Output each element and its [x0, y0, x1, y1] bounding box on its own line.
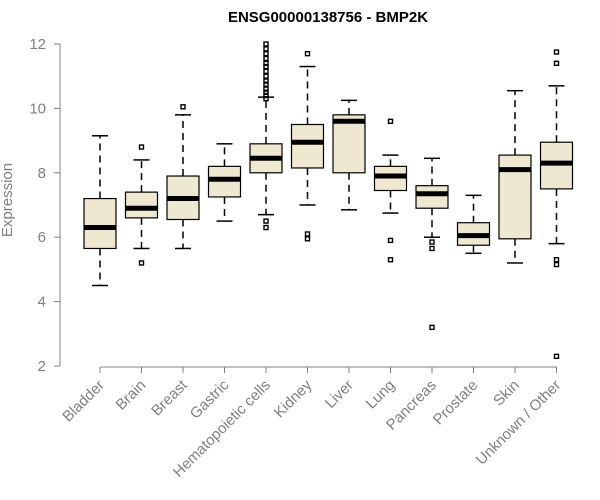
- iqr-box: [332, 114, 366, 174]
- iqr-box: [415, 185, 449, 209]
- y-axis-ticks: 2 4 6 8 10 12: [29, 36, 60, 375]
- x-tick-label: Brain: [113, 377, 150, 414]
- outlier-point: [263, 41, 269, 47]
- outlier-point: [263, 63, 269, 70]
- outlier-point: [263, 96, 269, 102]
- outlier-point: [304, 231, 311, 237]
- outlier-point: [263, 81, 269, 87]
- box-4: [207, 143, 242, 222]
- y-tick-label: 6: [38, 229, 46, 246]
- outlier-point: [138, 144, 145, 150]
- box-1: [83, 135, 117, 287]
- outlier-point: [263, 78, 269, 84]
- outlier-point: [263, 224, 269, 231]
- outlier-point: [304, 50, 311, 57]
- box-8: [373, 118, 408, 263]
- iqr-box: [290, 123, 325, 169]
- box-7: [332, 99, 366, 211]
- outlier-point: [387, 237, 394, 244]
- x-tick-label: Skin: [490, 377, 523, 410]
- outlier-point: [263, 218, 269, 224]
- y-tick-label: 8: [38, 165, 46, 182]
- outlier-point: [553, 60, 560, 67]
- box-11: [498, 89, 532, 264]
- x-tick-label: Breast: [148, 376, 191, 419]
- outlier-point: [263, 50, 269, 57]
- outlier-point: [263, 73, 269, 79]
- outlier-point: [263, 60, 269, 67]
- outlier-point: [180, 104, 186, 110]
- box-6: [290, 50, 325, 242]
- outlier-point: [304, 236, 311, 242]
- x-tick-label: Bladder: [59, 377, 108, 426]
- outlier-point: [387, 118, 394, 124]
- outlier-point: [263, 55, 269, 62]
- x-tick-label: Lung: [363, 377, 399, 413]
- iqr-box: [124, 191, 159, 219]
- outlier-point: [429, 239, 435, 245]
- x-tick-label: Kidney: [271, 376, 316, 421]
- y-axis-label: Expression: [0, 163, 16, 237]
- box-10: [456, 194, 491, 255]
- box-12: [539, 49, 574, 360]
- outlier-point: [553, 261, 560, 268]
- outlier-point: [429, 324, 435, 331]
- y-tick-label: 12: [29, 36, 46, 53]
- outlier-point: [263, 86, 269, 92]
- y-tick-label: 2: [38, 358, 46, 375]
- outlier-point: [429, 245, 435, 252]
- box-9: [415, 157, 449, 331]
- outlier-point: [553, 257, 560, 263]
- x-tick-label: Prostate: [430, 377, 482, 429]
- box-5: [249, 41, 283, 231]
- x-tick-label: Liver: [322, 377, 357, 412]
- outlier-point: [138, 260, 145, 266]
- outlier-point: [553, 49, 560, 55]
- y-tick-label: 4: [38, 294, 46, 311]
- outlier-point: [263, 68, 269, 75]
- outlier-point: [387, 257, 394, 263]
- y-tick-label: 10: [29, 100, 46, 117]
- outlier-point: [553, 353, 560, 360]
- box-3: [166, 104, 200, 250]
- box-series: [83, 41, 574, 360]
- outlier-point: [263, 92, 269, 99]
- chart-title: ENSG00000138756 - BMP2K: [228, 9, 428, 26]
- outlier-point: [263, 46, 269, 52]
- outlier-point: [263, 89, 269, 96]
- iqr-box: [83, 197, 117, 250]
- box-2: [124, 144, 159, 266]
